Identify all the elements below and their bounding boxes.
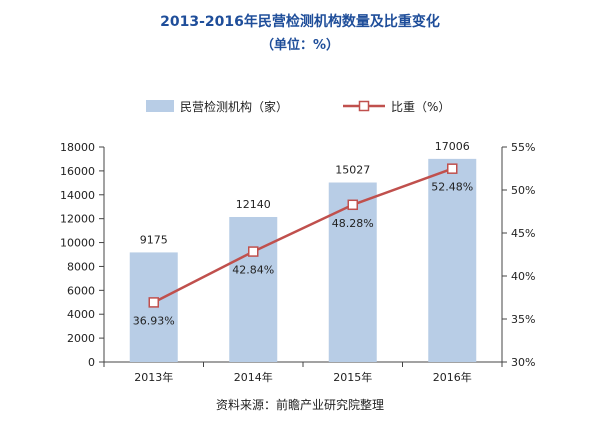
- legend-line-label: 比重（%）: [391, 100, 450, 114]
- x-tick-label: 2014年: [234, 370, 273, 384]
- line-data-label: 42.84%: [232, 264, 274, 277]
- left-tick-label: 12000: [60, 213, 95, 226]
- right-tick-label: 55%: [511, 141, 535, 154]
- left-tick-label: 0: [88, 356, 95, 369]
- right-tick-label: 30%: [511, 356, 535, 369]
- bar: [428, 158, 477, 362]
- line-series: [153, 167, 453, 304]
- left-tick-label: 2000: [67, 332, 95, 345]
- left-tick-label: 18000: [60, 141, 95, 154]
- right-tick-label: 40%: [511, 270, 535, 283]
- line-marker: [148, 297, 159, 308]
- left-tick-label: 10000: [60, 237, 95, 250]
- bar: [229, 216, 278, 362]
- left-tick-label: 4000: [67, 308, 95, 321]
- source-note: 资料来源：前瞻产业研究院整理: [215, 398, 384, 412]
- right-tick-label: 50%: [511, 184, 535, 197]
- legend-line-marker: [358, 100, 370, 112]
- line-marker: [248, 246, 259, 257]
- line-marker: [347, 199, 358, 211]
- legend-bar-swatch: [146, 100, 174, 112]
- x-tick-label: 2013年: [134, 370, 173, 384]
- x-tick-label: 2015年: [333, 370, 372, 384]
- line-data-label: 36.93%: [133, 314, 175, 327]
- bar-data-label: 12140: [236, 198, 271, 211]
- line-marker: [447, 163, 458, 174]
- bar-data-label: 17006: [435, 140, 470, 153]
- right-tick-label: 45%: [511, 227, 535, 240]
- left-tick-label: 6000: [67, 284, 95, 297]
- left-tick-label: 16000: [60, 165, 95, 178]
- chart-subtitle: （单位：%）: [260, 38, 340, 53]
- bar-data-label: 15027: [335, 164, 370, 177]
- line-data-label: 48.28%: [332, 217, 374, 230]
- right-tick-label: 35%: [511, 313, 535, 326]
- left-tick-label: 8000: [67, 260, 95, 273]
- x-tick-label: 2016年: [433, 370, 472, 384]
- line-data-label: 52.48%: [431, 181, 473, 194]
- bar-data-label: 9175: [140, 233, 168, 246]
- chart-title: 2013-2016年民营检测机构数量及比重变化: [160, 14, 440, 30]
- left-tick-label: 14000: [60, 189, 95, 202]
- legend-bar-label: 民营检测机构（家）: [180, 99, 288, 114]
